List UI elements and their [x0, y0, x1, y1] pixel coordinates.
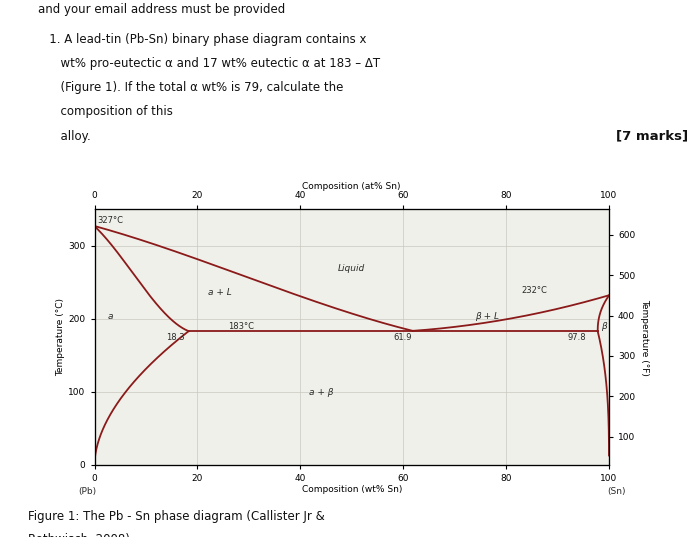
Text: and your email address must be provided: and your email address must be provided — [38, 3, 286, 16]
Text: alloy.: alloy. — [38, 129, 91, 143]
Text: a + β: a + β — [309, 388, 333, 397]
Text: (Sn): (Sn) — [607, 487, 625, 496]
Y-axis label: Temperature (°F): Temperature (°F) — [640, 299, 649, 375]
Text: 183°C: 183°C — [228, 322, 254, 331]
Text: composition of this: composition of this — [38, 105, 174, 119]
Text: (Pb): (Pb) — [78, 487, 97, 496]
Y-axis label: Temperature (°C): Temperature (°C) — [57, 298, 65, 376]
Text: β + L: β + L — [475, 312, 499, 321]
Text: a: a — [107, 313, 113, 322]
Text: 1. A lead-tin (Pb-Sn) binary phase diagram contains x: 1. A lead-tin (Pb-Sn) binary phase diagr… — [38, 33, 367, 46]
Text: Rethwisch, 2008).: Rethwisch, 2008). — [28, 533, 134, 537]
Text: 61.9: 61.9 — [393, 333, 412, 342]
Text: 232°C: 232°C — [522, 286, 547, 295]
Text: wt% pro-eutectic α and 17 wt% eutectic α at 183 – ΔT: wt% pro-eutectic α and 17 wt% eutectic α… — [38, 57, 381, 70]
Text: a + L: a + L — [208, 288, 232, 297]
Text: 97.8: 97.8 — [568, 333, 587, 342]
Text: Liquid: Liquid — [338, 264, 365, 273]
Text: [7 marks]: [7 marks] — [616, 129, 688, 143]
Text: (Figure 1). If the total α wt% is 79, calculate the: (Figure 1). If the total α wt% is 79, ca… — [38, 81, 344, 94]
Text: β: β — [601, 322, 607, 331]
Text: 18.3: 18.3 — [167, 333, 186, 342]
X-axis label: Composition (at% Sn): Composition (at% Sn) — [302, 182, 401, 191]
Text: 327°C: 327°C — [97, 216, 123, 226]
Text: Figure 1: The Pb - Sn phase diagram (Callister Jr &: Figure 1: The Pb - Sn phase diagram (Cal… — [28, 510, 325, 523]
X-axis label: Composition (wt% Sn): Composition (wt% Sn) — [302, 485, 402, 495]
